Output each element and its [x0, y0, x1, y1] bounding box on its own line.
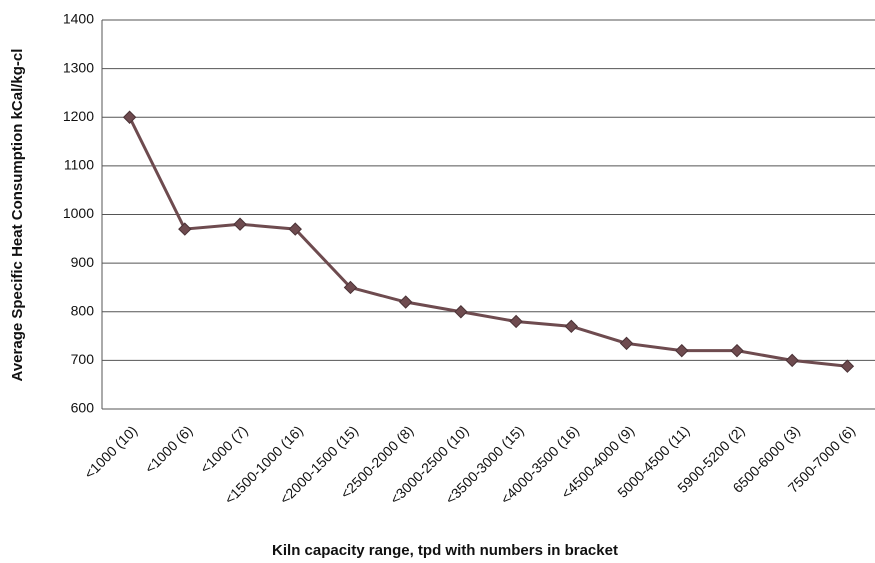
x-tick-label: <1000 (6): [142, 422, 196, 476]
x-tick-label: <1000 (7): [197, 422, 251, 476]
marker: [564, 319, 579, 334]
data-line: [128, 116, 848, 368]
y-tick-label: 1100: [64, 157, 94, 173]
y-tick-label: 800: [71, 302, 95, 318]
marker: [343, 280, 358, 295]
y-tick-label: 1400: [63, 11, 94, 27]
marker: [675, 343, 689, 358]
y-tick-label: 1200: [63, 108, 94, 124]
marker: [730, 343, 744, 358]
y-tick-label: 1300: [63, 59, 94, 75]
marker: [288, 222, 302, 236]
marker: [509, 314, 523, 329]
marker: [178, 222, 192, 236]
marker: [398, 295, 413, 309]
y-tick-label: 1000: [63, 205, 94, 221]
y-tick-label: 600: [71, 400, 95, 416]
marker: [233, 217, 247, 231]
x-tick-label: <1000 (10): [81, 422, 140, 481]
marker: [454, 305, 468, 319]
marker: [840, 359, 855, 373]
x-axis-title: Kiln capacity range, tpd with numbers in…: [272, 542, 618, 559]
y-tick-label: 700: [71, 351, 95, 367]
marker: [122, 110, 137, 124]
marker: [785, 353, 799, 368]
marker: [619, 336, 634, 351]
y-axis-title: Average Specific Heat Consumption kCal/k…: [9, 49, 26, 382]
y-tick-label: 900: [71, 254, 95, 270]
